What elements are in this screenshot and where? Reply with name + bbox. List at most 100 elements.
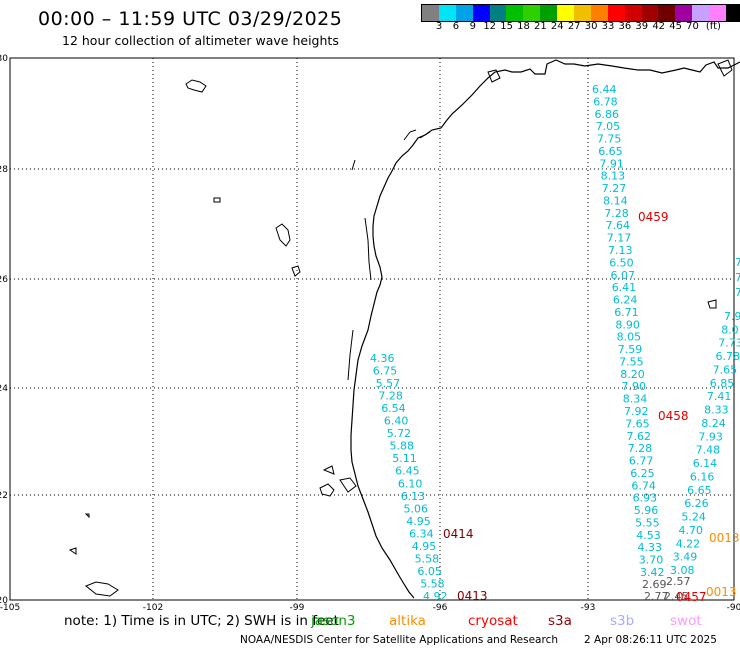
wave-height-value: 7.91 [599, 157, 624, 170]
wave-height-value: 5.06 [404, 502, 429, 515]
colorbar-tick-label: 42 [652, 21, 666, 32]
colorbar-tick-label: 6 [452, 21, 460, 32]
island-top-1 [487, 69, 501, 83]
map-frame [9, 57, 735, 601]
wave-height-value: 7.28 [378, 390, 403, 403]
wave-height-value: 7.41 [707, 390, 732, 403]
wave-height-value: 7.64 [606, 219, 631, 232]
wave-height-value: 7.90 [622, 380, 647, 393]
wave-height-value: 4.53 [636, 529, 661, 542]
wave-height-value: 3.49 [673, 551, 698, 564]
wave-height-value: 2.69 [642, 578, 667, 591]
colorbar-swatch [540, 5, 558, 21]
wave-height-value: 3.70 [639, 554, 664, 567]
track-jason3-b: 4.366.755.577.286.546.405.725.885.116.45… [370, 352, 448, 603]
colorbar-swatch [675, 5, 693, 21]
wave-height-value: 4.92 [423, 590, 448, 603]
barrier-islands [347, 129, 431, 381]
lat-label: 24 [0, 384, 8, 394]
wave-height-value: 6.65 [687, 484, 712, 497]
colorbar-swatch [709, 5, 727, 21]
colorbar-tick-label: 21 [534, 21, 547, 32]
colorbar-tick-label: 39 [635, 21, 649, 32]
wave-height-value: 7.65 [625, 417, 650, 430]
island-right-1 [707, 299, 717, 309]
wave-height-value: 6.78 [593, 95, 618, 108]
colorbar-swatch [692, 5, 710, 21]
colorbar [421, 4, 740, 22]
wave-height-value: 7.28 [604, 207, 629, 220]
colorbar-swatch [658, 5, 676, 21]
wave-height-value: 5.55 [635, 517, 660, 530]
wave-height-value: 6.71 [614, 306, 639, 319]
wave-height-value: 7.65 [713, 364, 738, 377]
wave-height-value: 3.08 [670, 564, 695, 577]
wave-height-value: 5.58 [420, 578, 445, 591]
wave-height-value: 3.42 [640, 566, 665, 579]
colorbar-swatch [607, 5, 625, 21]
wave-height-map: -105-102-99-96-93-90302826242220 6.446.7… [0, 54, 740, 612]
wave-height-value: 6.65 [598, 145, 623, 158]
wave-height-value: 6.44 [592, 83, 617, 96]
track-jason3-c: 7.98.07.736.787.656.857.418.338.247.937.… [670, 256, 740, 577]
wave-height-value: 6.77 [629, 455, 654, 468]
lat-label: 28 [0, 165, 8, 175]
lon-label: -105 [0, 603, 20, 612]
wave-height-value: 4.95 [412, 540, 437, 553]
wave-height-value: 8.34 [623, 393, 648, 406]
colorbar-tick-label: 27 [567, 21, 581, 32]
wave-height-value: 6.07 [611, 269, 636, 282]
pass-label-0457: 0457 [676, 590, 707, 604]
wave-height-value: 8.14 [603, 195, 628, 208]
wave-height-value: 6.13 [401, 490, 426, 503]
wave-height-value: 8.0 [721, 323, 739, 336]
map-subtitle: 12 hour collection of altimeter wave hei… [62, 33, 339, 48]
colorbar-swatch [455, 5, 473, 21]
wave-height-value: 5.58 [415, 552, 440, 565]
island-bottom-left [85, 581, 119, 597]
wave-height-value: 2.45 [664, 590, 689, 603]
wave-height-value: 7.92 [624, 405, 649, 418]
lat-label: 20 [0, 596, 8, 606]
wave-height-value: 6.24 [613, 294, 638, 307]
colorbar-swatch [472, 5, 490, 21]
colorbar-tick-label: 30 [584, 21, 598, 32]
colorbar-tick-label: 15 [500, 21, 513, 32]
wave-height-value: 7.75 [597, 133, 622, 146]
colorbar-tick-label: 18 [517, 21, 530, 32]
colorbar-tick-label: 9 [469, 21, 476, 32]
island-bermejo [185, 79, 207, 93]
wave-height-value: 7.05 [596, 120, 621, 133]
island-small-2 [291, 265, 301, 277]
pass-label-0414: 0414 [443, 527, 474, 541]
satellite-legend-s3a: s3a [548, 613, 572, 629]
colorbar-swatch [574, 5, 591, 21]
wave-height-value: 7. [735, 286, 740, 299]
lat-lon-grid: -105 -102 -99 -96 -93 -90 30 28 26 24 22 20 [0, 54, 740, 612]
satellite-legend-jason3: jason3 [311, 613, 356, 629]
colorbar-tick-label: 45 [669, 21, 682, 32]
lon-label: -93 [581, 603, 596, 612]
pass-label-0013-bottom: 0013 [706, 585, 737, 599]
wave-height-value: 6.54 [381, 402, 406, 415]
satellite-legend-cryosat: cryosat [468, 613, 518, 629]
track-jason3-a: 6.446.786.867.057.756.657.918.137.278.14… [592, 83, 665, 579]
colorbar-swatch [726, 5, 740, 21]
wave-height-value: 6.74 [631, 479, 656, 492]
wave-height-value: 7.93 [698, 430, 723, 443]
wave-height-value: 8.13 [601, 170, 626, 183]
wave-height-value: 7.28 [628, 442, 653, 455]
colorbar-swatch [422, 5, 439, 21]
island-dot-1 [68, 513, 90, 555]
island-small-1 [275, 223, 291, 247]
wave-height-value: 4.33 [638, 541, 663, 554]
wave-height-value: 7.9 [724, 310, 740, 323]
colorbar-tick-label: (ft) [705, 21, 721, 32]
colorbar-swatch [506, 5, 524, 21]
pass-label-0459: 0459 [638, 210, 669, 224]
wave-height-value: 2.77 [644, 590, 669, 603]
lat-label: 26 [0, 275, 8, 285]
credit-timestamp: 2 Apr 08:26:11 UTC 2025 [584, 634, 717, 646]
colorbar-swatch [438, 5, 456, 21]
colorbar-swatch [624, 5, 642, 21]
